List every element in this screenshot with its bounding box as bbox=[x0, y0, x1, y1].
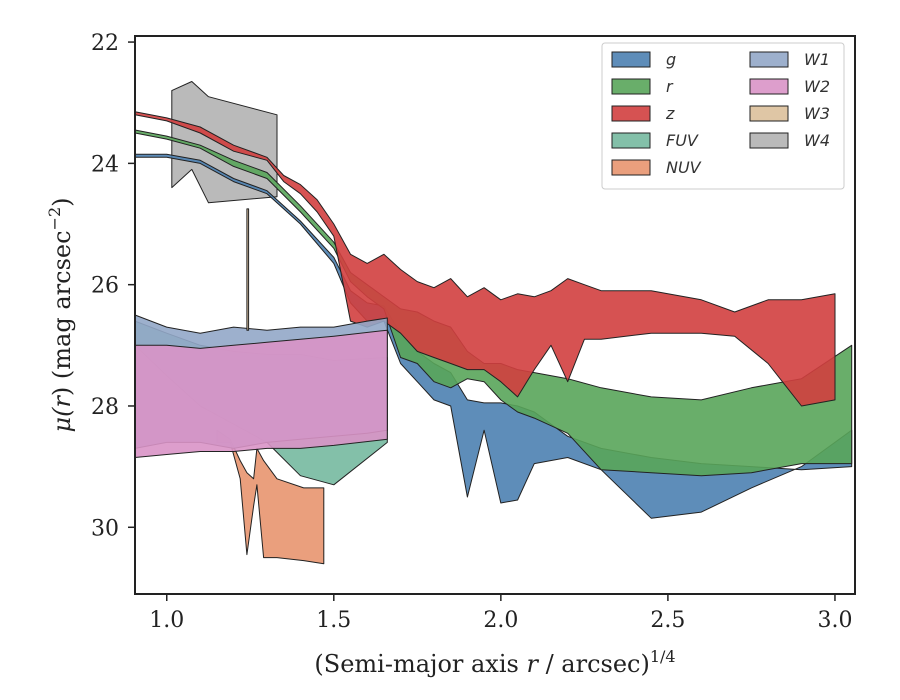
legend-label-w3: W3 bbox=[804, 104, 830, 123]
legend-swatch-w1 bbox=[749, 51, 789, 68]
y-tick-label: 30 bbox=[91, 516, 119, 541]
legend-label-w4: W4 bbox=[804, 131, 830, 150]
legend-label-fuv: FUV bbox=[666, 131, 699, 150]
x-axis-title-exponent: 1/4 bbox=[650, 647, 676, 666]
legend-swatch-nuv bbox=[611, 159, 651, 176]
x-axis-title-unit: / arcsec) bbox=[538, 650, 650, 678]
x-tick-label: 1.5 bbox=[316, 608, 351, 633]
x-tick-label: 2.0 bbox=[483, 608, 518, 633]
legend-label-z: z bbox=[665, 104, 675, 123]
y-tick-label: 26 bbox=[91, 274, 119, 299]
legend-swatch-z bbox=[611, 105, 651, 122]
legend-items: grz FUV NUV W1 W2 W3 W4 bbox=[611, 50, 830, 177]
legend-label-nuv: NUV bbox=[666, 158, 702, 177]
x-axis-title-prefix: (Semi-major axis bbox=[314, 650, 526, 678]
series-band-w2 bbox=[134, 329, 388, 458]
x-tick-label: 1.0 bbox=[149, 608, 184, 633]
legend-label-g: g bbox=[666, 50, 676, 69]
y-axis-title-unit: ) (mag arcsec bbox=[48, 230, 76, 396]
legend-label-w1: W1 bbox=[804, 50, 830, 69]
legend-swatch-fuv bbox=[611, 132, 651, 149]
y-tick-label: 22 bbox=[91, 31, 119, 56]
y-tick-label: 28 bbox=[91, 395, 119, 420]
plot-frame bbox=[134, 35, 856, 595]
legend-label-r: r bbox=[666, 77, 674, 96]
legend-swatch-r bbox=[611, 78, 651, 95]
tick-layer: 1.0 1.5 2.0 2.5 3.0 22 24 26 28 30 bbox=[91, 31, 852, 633]
y-tick-label: 24 bbox=[91, 152, 119, 177]
x-axis-title: (Semi-major axis r / arcsec)1/4 bbox=[314, 647, 675, 678]
series-layer bbox=[134, 81, 853, 565]
legend: grz FUV NUV W1 W2 W3 W4 bbox=[601, 42, 845, 190]
legend-swatch-w3 bbox=[749, 105, 789, 122]
x-axis-title-variable: r bbox=[526, 650, 539, 678]
legend-swatch-g bbox=[611, 51, 651, 68]
x-tick-label: 2.5 bbox=[650, 608, 685, 633]
legend-swatch-w2 bbox=[749, 78, 789, 95]
legend-swatch-w4 bbox=[749, 132, 789, 149]
y-axis-title: μ(r) (mag arcsec−2) bbox=[45, 197, 76, 432]
y-axis-title-suffix: ) bbox=[48, 197, 76, 206]
y-axis-title-prefix: μ( bbox=[48, 407, 76, 433]
legend-label-w2: W2 bbox=[804, 77, 830, 96]
series-band-w3 bbox=[246, 208, 250, 331]
series-band-nuv bbox=[216, 429, 325, 565]
x-tick-label: 3.0 bbox=[817, 608, 852, 633]
y-axis-title-exponent: −2 bbox=[45, 207, 64, 231]
y-axis-title-variable: r bbox=[48, 395, 76, 408]
